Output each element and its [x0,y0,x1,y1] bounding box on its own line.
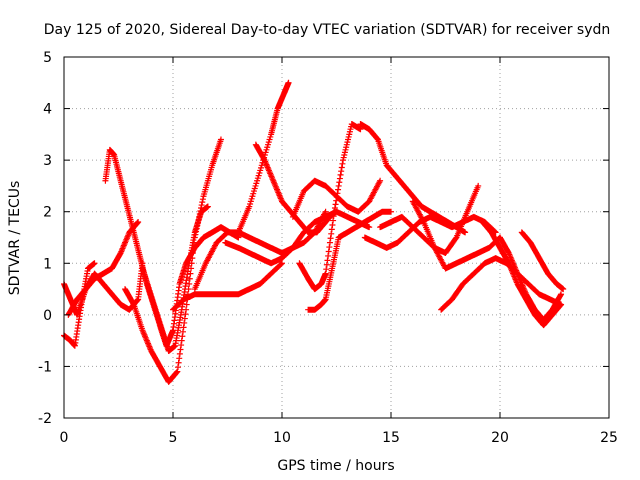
y-tick-label: 0 [43,308,52,324]
series-sat-o [305,208,394,313]
y-axis-label: SDTVAR / TECUs [7,181,23,296]
y-tick-label: 4 [43,102,52,118]
data-point-markers [65,219,142,318]
data-point-markers [235,79,292,236]
y-tick-label: 2 [43,205,52,221]
chart-title: Day 125 of 2020, Sidereal Day-to-day VTE… [44,22,611,38]
y-tick-label: 3 [43,153,52,169]
data-point-markers [305,208,394,313]
data-points [61,79,567,385]
data-point-markers [252,141,338,236]
data-point-markers [409,198,503,272]
series-sat-c [65,219,142,318]
series-sat-h [170,260,285,313]
series-sat-w [518,229,567,293]
series-sat-n [296,121,364,293]
series-sat-j [235,79,292,236]
y-tick-label: -1 [38,359,52,375]
data-point-markers [479,219,565,329]
data-point-markers [497,234,565,324]
y-tick-label: 1 [43,256,52,272]
y-tick-label: -2 [38,411,52,427]
series-sat-l [222,208,373,267]
plot-frame [63,56,610,419]
series-sat-v [497,234,565,324]
x-tick-label: 25 [600,430,618,446]
series-sat-k [252,141,338,236]
y-tick-label: 5 [43,50,52,66]
series-sat-s [409,198,503,272]
data-point-markers [170,260,285,313]
data-point-markers [518,229,567,293]
x-tick-label: 10 [273,430,291,446]
x-tick-label: 20 [491,430,509,446]
axis-ticks: 0 5 10 15 20 25 -2 -1 0 1 2 3 4 5 [38,50,618,446]
x-tick-label: 0 [60,430,69,446]
x-tick-label: 5 [169,430,178,446]
data-point-markers [289,177,384,220]
x-axis-label: GPS time / hours [277,458,394,474]
series-sat-m [289,177,384,220]
data-point-markers [296,121,364,293]
x-tick-label: 15 [382,430,400,446]
data-point-markers [222,208,373,267]
series-sat-u [479,219,565,329]
